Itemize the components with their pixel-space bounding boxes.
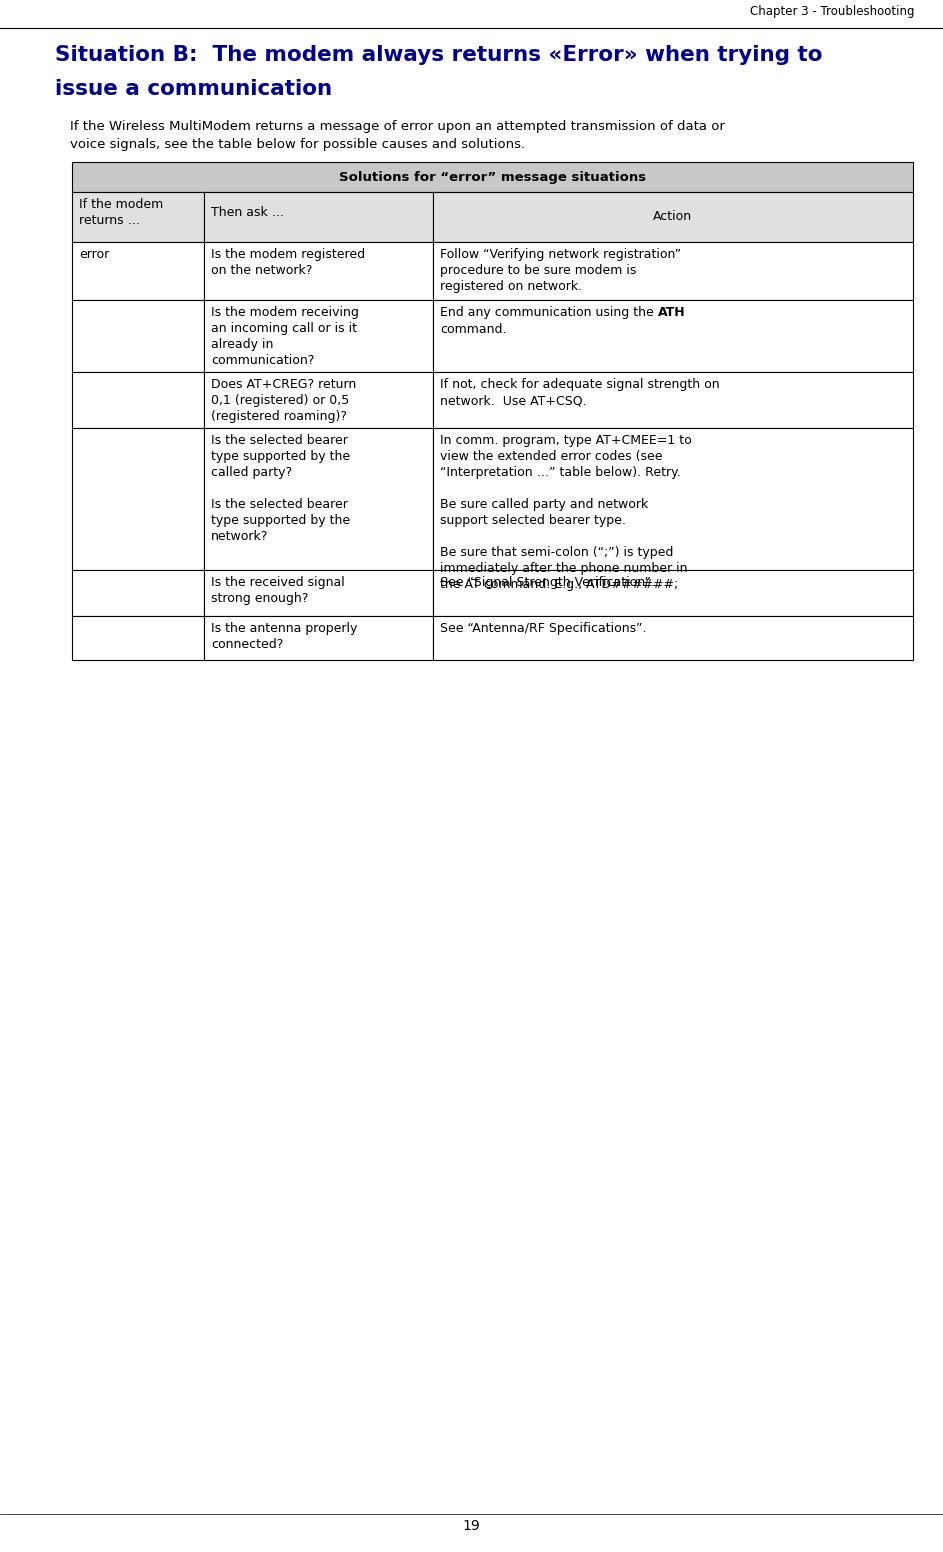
Text: Does AT+CREG? return
0,1 (registered) or 0,5
(registered roaming)?: Does AT+CREG? return 0,1 (registered) or… (211, 379, 356, 424)
Bar (204, 570, 433, 616)
Text: Action: Action (653, 211, 692, 223)
Text: voice signals, see the table below for possible causes and solutions.: voice signals, see the table below for p… (70, 138, 525, 151)
Text: If not, check for adequate signal strength on
network.  Use AT+CSQ.: If not, check for adequate signal streng… (439, 379, 720, 407)
Text: command.: command. (439, 323, 506, 335)
Bar (204, 242, 433, 300)
Bar (72, 300, 204, 372)
Text: Then ask …: Then ask … (211, 206, 284, 219)
Bar (433, 372, 913, 428)
Bar (204, 616, 433, 660)
Bar (433, 616, 913, 660)
Text: End any communication using the: End any communication using the (439, 306, 657, 320)
Bar (433, 300, 913, 372)
Text: Is the modem registered
on the network?: Is the modem registered on the network? (211, 248, 365, 276)
Text: Is the selected bearer
type supported by the
called party?
 
Is the selected bea: Is the selected bearer type supported by… (211, 435, 350, 543)
Text: 19: 19 (463, 1519, 480, 1533)
Text: Is the modem receiving
an incoming call or is it
already in
communication?: Is the modem receiving an incoming call … (211, 306, 359, 366)
Text: Follow “Verifying network registration”
procedure to be sure modem is
registered: Follow “Verifying network registration” … (439, 248, 681, 293)
Bar (204, 192, 433, 242)
Bar (72, 192, 204, 242)
Text: Is the antenna properly
connected?: Is the antenna properly connected? (211, 622, 357, 650)
Text: See “Antenna/RF Specifications”.: See “Antenna/RF Specifications”. (439, 622, 646, 635)
Bar (433, 192, 913, 242)
Bar (72, 616, 204, 660)
Text: In comm. program, type AT+CMEE=1 to
view the extended error codes (see
“Interpre: In comm. program, type AT+CMEE=1 to view… (439, 435, 691, 591)
Text: ATH: ATH (657, 306, 686, 320)
Bar (72, 570, 204, 616)
Text: If the modem
returns …: If the modem returns … (79, 199, 163, 227)
Text: If the Wireless MultiModem returns a message of error upon an attempted transmis: If the Wireless MultiModem returns a mes… (70, 120, 725, 133)
Text: Chapter 3 - Troubleshooting: Chapter 3 - Troubleshooting (751, 5, 915, 19)
Bar (72, 372, 204, 428)
Bar (433, 242, 913, 300)
Text: issue a communication: issue a communication (55, 79, 332, 99)
Bar (204, 300, 433, 372)
Bar (433, 428, 913, 570)
Bar (433, 570, 913, 616)
Text: Is the received signal
strong enough?: Is the received signal strong enough? (211, 576, 345, 605)
Text: See “Signal Strength Verification”.: See “Signal Strength Verification”. (439, 576, 654, 590)
Bar (204, 428, 433, 570)
Text: error: error (79, 248, 109, 261)
Text: Situation B:  The modem always returns «Error» when trying to: Situation B: The modem always returns «E… (55, 45, 822, 65)
Bar (72, 242, 204, 300)
Text: Solutions for “error” message situations: Solutions for “error” message situations (339, 171, 646, 183)
Bar (204, 372, 433, 428)
Bar (72, 428, 204, 570)
Bar (72, 161, 913, 192)
